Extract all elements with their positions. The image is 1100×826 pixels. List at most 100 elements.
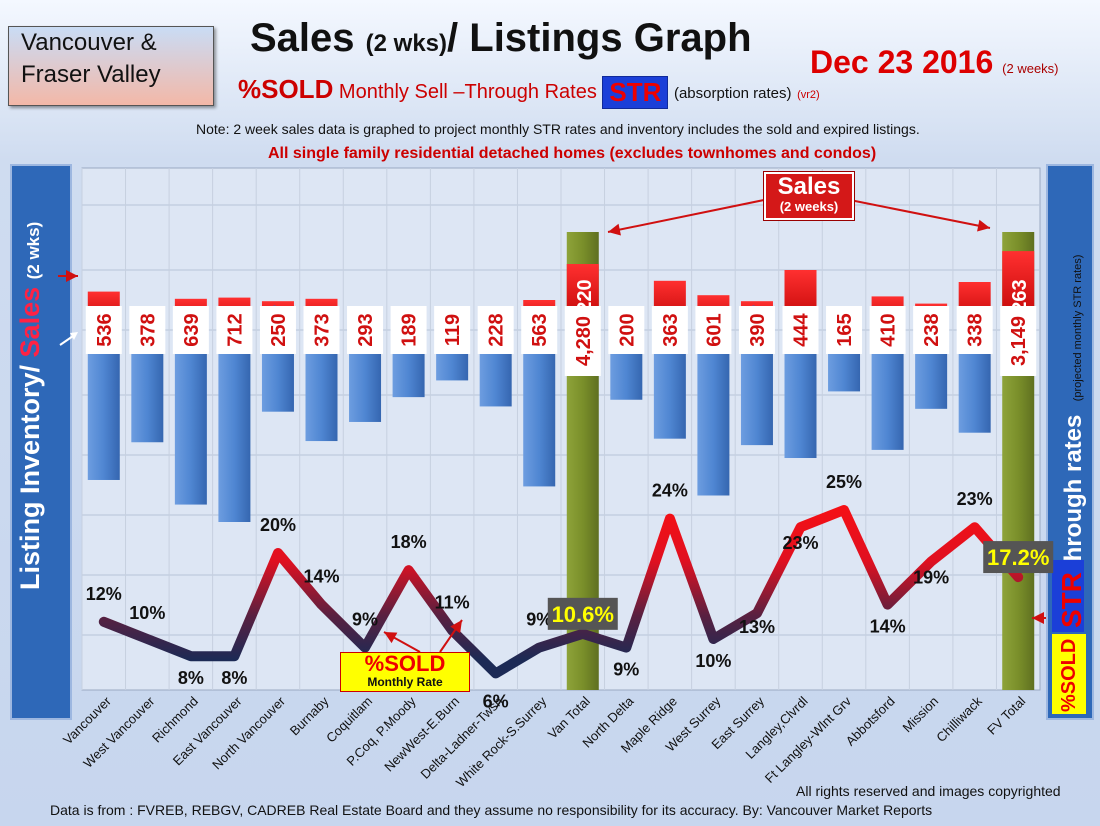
- sold-label-box-fv-total: [983, 541, 1054, 574]
- inventory-label-maple-ridge: 363: [660, 313, 682, 346]
- inventory-bar-chilliwack: [958, 352, 991, 433]
- inventory-label-box-abbotsford: [869, 306, 906, 354]
- left-inventory-arrow-head: [70, 332, 78, 340]
- inventory-label-box-west-surrey: [695, 306, 732, 354]
- inventory-label-van-total: 4,280: [573, 316, 595, 366]
- monthly-phrase: Monthly Sell –Through Rates: [338, 81, 597, 103]
- sales-arrow-right-shaft: [849, 199, 991, 229]
- sold-label-abbotsford: 14%: [870, 617, 906, 637]
- date-note: (2 weeks): [1002, 61, 1059, 76]
- title-rest: / Listings Graph: [447, 16, 752, 60]
- sales-arrow-right-head: [977, 219, 990, 232]
- x-label-north-vancouver: North Vancouver: [209, 693, 288, 772]
- report-date: Dec 23 2016 (2 weeks): [810, 44, 1059, 81]
- inventory-label-east-surrey: 390: [747, 313, 769, 346]
- sold-arrow-right-head: [450, 620, 462, 634]
- sold-label-delta-ladner-twsn: 6%: [483, 691, 509, 711]
- sales-legend-sub: (2 weeks): [779, 199, 839, 214]
- inventory-bars: [87, 232, 1035, 690]
- x-label-delta-ladner-twsn: Delta-Ladner-Twsn: [418, 694, 506, 782]
- sold-rate-line: [98, 505, 1024, 679]
- inventory-label-langley-clvrdl: 444: [791, 312, 813, 346]
- absorption-text: (absorption rates): [673, 85, 792, 102]
- inventory-label-mission: 238: [921, 313, 943, 346]
- x-label-ft-langley-wlnt-grv: Ft Langley-Wlnt Grv: [762, 693, 855, 786]
- inventory-label-box-mission: [913, 306, 950, 354]
- inventory-bar-west-vancouver: [131, 352, 164, 443]
- inventory-label-north-delta: 200: [616, 313, 638, 346]
- sold-label-mission: 19%: [913, 568, 949, 588]
- inventory-label-abbotsford: 410: [878, 313, 900, 346]
- sold-label-box-van-total: [547, 597, 618, 630]
- sold-legend-box: %SOLD Monthly Rate: [340, 652, 470, 692]
- inventory-label-fv-total: 3,149: [1008, 316, 1030, 366]
- chart-note-2: All single family residential detached h…: [268, 145, 877, 162]
- sold-arrow-left-head: [384, 632, 398, 644]
- inventory-bar-coquitlam: [349, 352, 382, 422]
- inventory-label-box-east-surrey: [738, 306, 775, 354]
- inventory-label-east-vancouver: 712: [224, 313, 246, 346]
- source-note: Data is from : FVREB, REBGV, CADREB Real…: [50, 802, 933, 818]
- sold-label-p-coq-p-moody: 18%: [391, 532, 427, 552]
- title-paren: (2 wks): [365, 30, 448, 57]
- sold-label-maple-ridge: 24%: [652, 481, 688, 501]
- inventory-label-box-richmond: [172, 306, 209, 354]
- inventory-label-box-chilliwack: [956, 306, 993, 354]
- region-box: Vancouver & Fraser Valley: [8, 26, 214, 106]
- inventory-label-west-surrey: 601: [703, 313, 725, 346]
- inventory-label-box-east-vancouver: [216, 306, 253, 354]
- inventory-label-burnaby: 373: [312, 313, 334, 346]
- sold-legend-sub: Monthly Rate: [367, 675, 443, 689]
- sold-label-east-surrey: 13%: [739, 617, 775, 637]
- inventory-label-west-vancouver: 378: [137, 313, 159, 346]
- inventory-bar-langley-clvrdl: [784, 352, 817, 459]
- inventory-label-box-white-rock-s-surrey: [521, 306, 558, 354]
- inventory-bar-mission: [915, 352, 948, 409]
- inventory-label-box-ft-langley-wlnt-grv: [826, 306, 863, 354]
- sold-label-north-delta: 9%: [613, 660, 639, 680]
- inventory-bar-p-coq-p-moody: [392, 352, 425, 398]
- left-sales-arrow-head: [66, 270, 78, 282]
- inventory-label-box-langley-clvrdl: [782, 306, 819, 354]
- sales-label-van-total: 220: [574, 279, 596, 312]
- str-arrow-head: [1032, 612, 1044, 624]
- sold-label-van-total: 10.6%: [552, 602, 614, 627]
- inventory-label-box-delta-ladner-twsn: [477, 306, 514, 354]
- sales-arrow-left-shaft: [607, 199, 765, 233]
- sold-label-west-surrey: 10%: [695, 651, 731, 671]
- left-axis-panel: [10, 164, 72, 720]
- inventory-label-box-p-coq-p-moody: [390, 306, 427, 354]
- inventory-label-ft-langley-wlnt-grv: 165: [834, 313, 856, 346]
- inventory-bar-north-delta: [610, 352, 643, 400]
- chart-subtitle: %SOLD Monthly Sell –Through Rates STR (a…: [238, 74, 820, 110]
- chart-note: Note: 2 week sales data is graphed to pr…: [196, 121, 920, 137]
- inventory-bar-newwest-e-burn: [436, 352, 469, 381]
- sold-label-west-vancouver: 10%: [129, 603, 165, 623]
- annotation-arrows: [58, 199, 1046, 653]
- inventory-label-delta-ladner-twsn: 228: [486, 313, 508, 346]
- inventory-bar-burnaby: [305, 352, 338, 442]
- inventory-label-box-north-vancouver: [259, 306, 296, 354]
- sold-label-white-rock-s-surrey: 9%: [526, 610, 552, 630]
- inventory-label-box-maple-ridge: [651, 306, 688, 354]
- inventory-label-box-north-delta: [608, 306, 645, 354]
- sold-label-burnaby: 14%: [303, 567, 339, 587]
- x-label-mission: Mission: [899, 694, 941, 736]
- inventory-label-box-burnaby: [303, 306, 340, 354]
- inventory-label-box-coquitlam: [347, 306, 384, 354]
- region-line2: Fraser Valley: [21, 61, 161, 88]
- inventory-label-north-vancouver: 250: [268, 313, 290, 346]
- region-line1: Vancouver &: [21, 29, 157, 56]
- inventory-label-coquitlam: 293: [355, 313, 377, 346]
- inventory-label-white-rock-s-surrey: 563: [529, 313, 551, 346]
- inventory-label-chilliwack: 338: [965, 313, 987, 346]
- inventory-bar-north-vancouver: [261, 352, 294, 412]
- chart-title: Sales (2 wks)/ Listings Graph: [250, 16, 752, 61]
- sold-label-east-vancouver: 8%: [221, 668, 247, 688]
- x-label-fv-total: FV Total: [984, 693, 1028, 737]
- copyright-note: All rights reserved and images copyright…: [796, 783, 1061, 799]
- x-label-chilliwack: Chilliwack: [933, 693, 985, 745]
- inventory-bar-maple-ridge: [653, 352, 686, 439]
